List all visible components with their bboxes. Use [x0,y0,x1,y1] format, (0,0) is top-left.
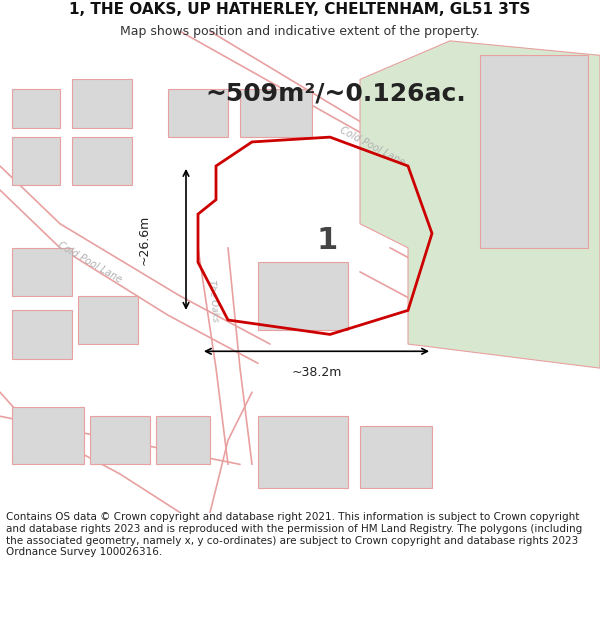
Text: The Oaks: The Oaks [206,279,220,322]
Text: 1: 1 [316,226,338,255]
Polygon shape [360,426,432,489]
Text: ~509m²/~0.126ac.: ~509m²/~0.126ac. [206,82,466,106]
Text: ~38.2m: ~38.2m [292,366,341,379]
Text: Map shows position and indicative extent of the property.: Map shows position and indicative extent… [120,26,480,38]
Text: Contains OS data © Crown copyright and database right 2021. This information is : Contains OS data © Crown copyright and d… [6,512,582,558]
Polygon shape [90,416,150,464]
Polygon shape [12,248,72,296]
Text: ~26.6m: ~26.6m [137,214,151,264]
Polygon shape [258,416,348,489]
Polygon shape [258,262,348,329]
Polygon shape [12,137,60,185]
Polygon shape [480,55,588,248]
Polygon shape [240,89,312,137]
Text: Cold Pool Lane: Cold Pool Lane [338,126,406,168]
Polygon shape [72,137,132,185]
Polygon shape [360,41,600,368]
Polygon shape [168,89,228,137]
Polygon shape [78,296,138,344]
Polygon shape [156,416,210,464]
Text: 1, THE OAKS, UP HATHERLEY, CHELTENHAM, GL51 3TS: 1, THE OAKS, UP HATHERLEY, CHELTENHAM, G… [70,2,530,17]
Polygon shape [12,407,84,464]
Polygon shape [12,311,72,359]
Polygon shape [72,79,132,128]
Text: Cold Pool Lane: Cold Pool Lane [56,240,124,284]
Polygon shape [12,89,60,127]
